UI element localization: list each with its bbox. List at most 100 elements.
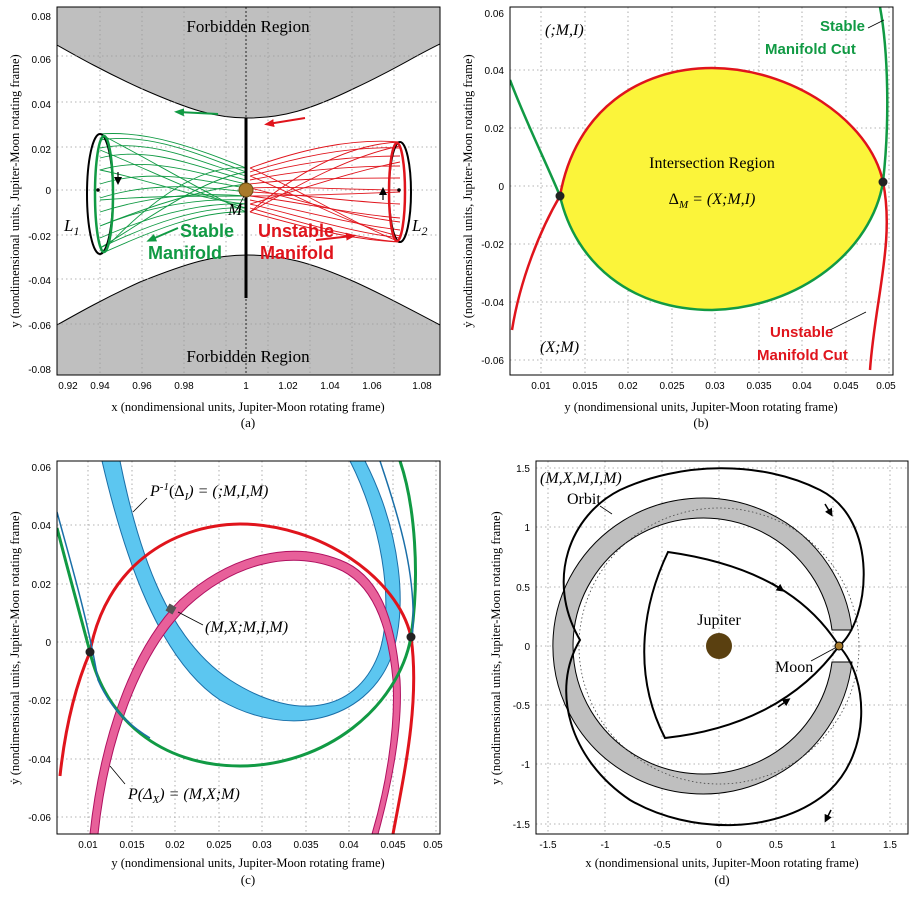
svg-text:0: 0: [45, 638, 51, 649]
panel-d-x-ticks: -1.5 -1 -0.5 0 0.5 1 1.5: [539, 840, 897, 851]
svg-text:0.03: 0.03: [252, 840, 272, 851]
itinerary-label: (M,X,M,I,M): [540, 470, 622, 487]
svg-text:0.035: 0.035: [293, 840, 318, 851]
svg-text:0.02: 0.02: [32, 580, 52, 591]
svg-text:0.02: 0.02: [165, 840, 185, 851]
moon-label-d: Moon: [775, 659, 813, 676]
svg-text:0.94: 0.94: [90, 381, 110, 392]
panel-c: P-1(ΔI) = (;M,I,M) (M,X;M,I,M) P(ΔX) = (…: [8, 460, 443, 887]
svg-text:0.04: 0.04: [32, 100, 52, 111]
label-XM: (X;M): [540, 339, 579, 356]
panel-b-y-ticks: 0.06 0.04 0.02 0 -0.02 -0.04 -0.06: [481, 9, 504, 367]
svg-text:0.04: 0.04: [32, 521, 52, 532]
svg-text:0.04: 0.04: [792, 381, 812, 392]
unstable-label-1: Unstable: [258, 221, 334, 241]
c-point-left: [85, 647, 95, 657]
svg-text:0.025: 0.025: [659, 381, 684, 392]
svg-text:0.5: 0.5: [769, 840, 783, 851]
svg-text:1.02: 1.02: [278, 381, 298, 392]
forbidden-region-bottom: [57, 254, 440, 375]
svg-text:-0.06: -0.06: [481, 356, 504, 367]
unstable-manifold-cut: [510, 66, 889, 371]
svg-text:0.05: 0.05: [876, 381, 896, 392]
unstable-flow-arrow-top: [264, 117, 306, 127]
c-intersection-cell: [165, 603, 177, 615]
jupiter: [706, 633, 732, 659]
image-label: P(ΔX) = (M,X;M): [127, 786, 240, 806]
panel-d-ylabel: y (nondimensional units, Jupiter-Moon ro…: [489, 511, 503, 784]
panel-b-xlabel: y (nondimensional units, Jupiter-Moon ro…: [564, 400, 837, 414]
panel-a-ylabel: y (nondimensional units, Jupiter-Moon ro…: [8, 54, 22, 327]
svg-text:-0.08: -0.08: [28, 365, 51, 376]
forbidden-region-top: [57, 7, 440, 119]
svg-text:-0.06: -0.06: [28, 321, 51, 332]
stable-manifold-cut-c: [57, 461, 417, 768]
panel-b: (;M,I) (X;M) Stable Manifold Cut Unstabl…: [461, 6, 896, 430]
svg-text:-0.04: -0.04: [28, 755, 51, 766]
panel-b-ylabel: ẏ (nondimensional units, Jupiter-Moon ro…: [461, 54, 475, 327]
svg-text:0.92: 0.92: [58, 381, 78, 392]
stable-manifold-tube: [99, 133, 247, 255]
svg-text:0.06: 0.06: [485, 9, 505, 20]
unstable-label-2: Manifold: [260, 243, 334, 263]
svg-text:1.04: 1.04: [320, 381, 340, 392]
stable-label-2: Manifold: [148, 243, 222, 263]
itinerary-orbit: [562, 467, 865, 827]
svg-text:1: 1: [243, 381, 249, 392]
unstable-flow-arrow-bottom: [315, 232, 356, 241]
svg-text:1.06: 1.06: [362, 381, 382, 392]
L2-unstable-edge: [387, 141, 407, 243]
panel-d-y-ticks: 1.5 1 0.5 0 -0.5 -1 -1.5: [513, 464, 531, 831]
panel-d: (M,X,M,I,M) Orbit Jupiter Moon -1.5 -1 -…: [489, 460, 909, 887]
panel-c-y-ticks: 0.06 0.04 0.02 0 -0.02 -0.04 -0.06: [28, 463, 51, 824]
stable-manifold-cut: [510, 7, 889, 312]
svg-text:-0.04: -0.04: [28, 276, 51, 287]
panel-a-y-ticks: 0.08 0.06 0.04 0.02 0 -0.02 -0.04 -0.06 …: [28, 12, 51, 376]
svg-text:-0.04: -0.04: [481, 298, 504, 309]
svg-text:0: 0: [716, 840, 722, 851]
svg-text:0.04: 0.04: [485, 66, 505, 77]
orbit-label: Orbit: [567, 491, 601, 508]
svg-text:0.01: 0.01: [78, 840, 98, 851]
svg-text:-1: -1: [521, 760, 530, 771]
moon-d: [834, 641, 844, 651]
svg-text:0.02: 0.02: [32, 145, 52, 156]
svg-text:1.5: 1.5: [516, 464, 530, 475]
intersection-region: [560, 68, 883, 310]
svg-text:-1.5: -1.5: [539, 840, 557, 851]
svg-text:1: 1: [524, 523, 530, 534]
forbidden-annulus: [552, 497, 853, 795]
svg-text:1.5: 1.5: [883, 840, 897, 851]
svg-text:0.08: 0.08: [32, 12, 52, 23]
svg-text:-0.02: -0.02: [481, 240, 504, 251]
label-MI: (;M,I): [545, 22, 584, 39]
svg-text:-0.5: -0.5: [513, 701, 531, 712]
delta-M-label: ΔM = (X;M,I): [669, 191, 756, 211]
svg-text:1: 1: [830, 840, 836, 851]
mid-label: (M,X;M,I,M): [205, 619, 288, 636]
svg-text:0.5: 0.5: [516, 583, 530, 594]
panel-a-caption: (a): [241, 415, 255, 430]
svg-text:0.045: 0.045: [380, 840, 405, 851]
stable-cut-label-2: Manifold Cut: [765, 41, 856, 58]
svg-text:-1.5: -1.5: [513, 820, 531, 831]
stable-flow-arrow-top: [174, 108, 219, 117]
annulus-dotted-center: [578, 507, 860, 785]
svg-text:0.05: 0.05: [423, 840, 443, 851]
svg-text:-0.02: -0.02: [28, 696, 51, 707]
svg-text:0.06: 0.06: [32, 55, 52, 66]
panel-d-caption: (d): [714, 872, 729, 887]
jupiter-label: Jupiter: [697, 612, 741, 629]
svg-text:0.045: 0.045: [833, 381, 858, 392]
svg-text:-0.06: -0.06: [28, 813, 51, 824]
intersection-point-left: [555, 191, 565, 201]
intersection-label: Intersection Region: [649, 155, 775, 172]
forbidden-label-top: Forbidden Region: [186, 17, 310, 36]
svg-text:0: 0: [524, 642, 530, 653]
image-band: [89, 550, 401, 834]
svg-text:0: 0: [498, 182, 504, 193]
svg-text:0.02: 0.02: [618, 381, 638, 392]
panel-c-caption: (c): [241, 872, 255, 887]
L2-point: [397, 188, 401, 192]
